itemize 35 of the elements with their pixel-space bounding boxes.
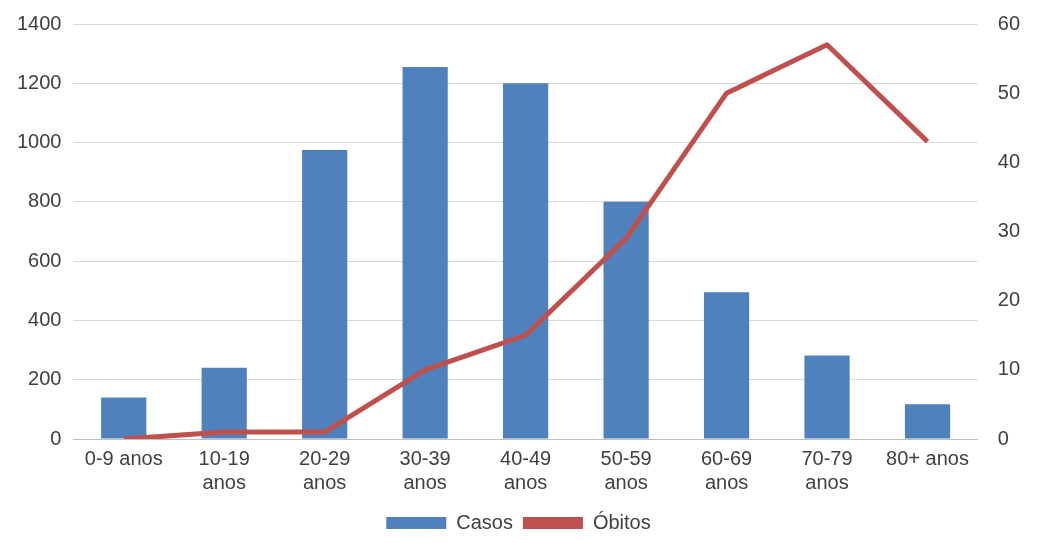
bar — [804, 355, 850, 439]
bar — [503, 83, 549, 439]
y2-tick-label: 30 — [997, 219, 1020, 242]
bar — [703, 292, 750, 439]
y2-tick-label: 60 — [997, 11, 1020, 34]
y2-tick-label: 10 — [997, 357, 1020, 380]
x-tick-label: 80+ anos — [886, 446, 969, 469]
bar — [603, 201, 649, 439]
x-tick-label: 10-19 anos — [198, 446, 250, 493]
y2-tick-label: 0 — [997, 426, 1009, 449]
y2-tick-label: 50 — [997, 80, 1020, 103]
y-tick-label: 1400 — [16, 11, 62, 34]
y-tick-label: 1200 — [16, 70, 62, 93]
y-tick-label: 0 — [50, 426, 62, 449]
bar — [201, 367, 247, 439]
bar — [904, 404, 951, 439]
x-tick-label: 20-29 anos — [299, 446, 351, 493]
legend-label: Casos — [456, 510, 513, 533]
y-tick-label: 1000 — [16, 130, 62, 153]
x-tick-label: 0-9 anos — [84, 446, 163, 469]
y2-tick-label: 20 — [997, 288, 1020, 311]
y-tick-label: 600 — [28, 248, 62, 271]
y2-tick-label: 40 — [997, 149, 1020, 172]
x-tick-label: 50-59 anos — [600, 446, 652, 493]
x-tick-label: 60-69 anos — [700, 446, 753, 493]
x-tick-label: 40-49 anos — [500, 446, 552, 493]
bar — [402, 66, 448, 439]
bar — [302, 149, 348, 439]
y-tick-label: 800 — [28, 189, 62, 212]
bar — [101, 397, 147, 439]
y-tick-label: 400 — [28, 307, 62, 330]
legend-label: Óbitos — [592, 510, 651, 533]
y-tick-label: 200 — [28, 367, 62, 390]
x-tick-label: 70-79 anos — [801, 446, 853, 493]
x-tick-label: 30-39 anos — [399, 446, 451, 493]
